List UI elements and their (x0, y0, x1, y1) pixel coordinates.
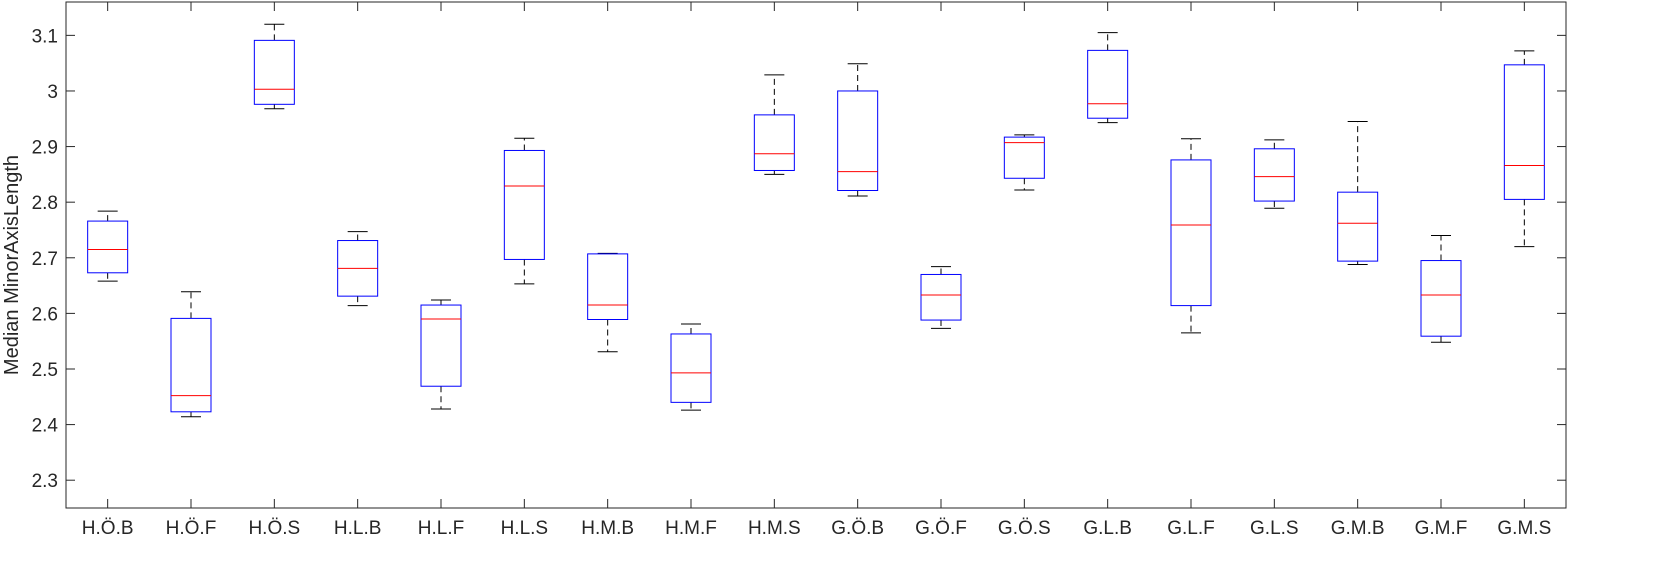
iqr-box (1087, 49, 1129, 119)
y-tick-label: 2.3 (32, 471, 58, 492)
box-group (1420, 235, 1462, 343)
ticks-layer: 2.3 2.4 2.5 2.6 2.7 2.8 2.9 3 3.1 H.Ö.B H.Ö.F H.Ö.S… (32, 2, 1566, 539)
x-tick-label: H.M.B (581, 518, 634, 539)
box-group (420, 299, 462, 410)
box-group (1170, 138, 1212, 334)
x-tick-label: H.L.B (334, 518, 382, 539)
x-tick-label: G.L.F (1167, 518, 1215, 539)
box-group (337, 231, 379, 307)
box-group (920, 266, 962, 329)
x-tick-label: G.Ö.B (831, 518, 884, 539)
x-tick-label: H.Ö.F (166, 518, 217, 539)
box-group (1337, 121, 1379, 265)
box-group (837, 63, 879, 197)
x-tick-label: H.Ö.S (248, 518, 300, 539)
x-tick-label: H.M.F (665, 518, 717, 539)
iqr-box (1503, 64, 1545, 200)
y-tick-label: 2.5 (32, 360, 58, 381)
box-group (1003, 134, 1045, 191)
iqr-box (503, 149, 545, 260)
box-group (1087, 32, 1129, 124)
iqr-box (920, 273, 962, 321)
box-group (503, 137, 545, 285)
x-tick-label: H.M.S (748, 518, 801, 539)
y-tick-label: 2.6 (32, 304, 58, 325)
box-group (170, 291, 212, 418)
iqr-box (587, 253, 629, 321)
box-group (753, 74, 795, 175)
box-group (253, 23, 295, 110)
x-tick-label: G.L.S (1250, 518, 1299, 539)
iqr-box (420, 304, 462, 387)
iqr-box (670, 333, 712, 403)
iqr-box (1337, 191, 1379, 262)
box-group (670, 323, 712, 411)
x-tick-label: G.M.F (1415, 518, 1468, 539)
x-tick-label: G.M.S (1497, 518, 1551, 539)
iqr-box (1170, 159, 1212, 307)
x-tick-label: H.Ö.B (82, 518, 134, 539)
iqr-box (1003, 136, 1045, 179)
box-group (1253, 139, 1295, 209)
x-tick-label: G.Ö.F (915, 518, 967, 539)
iqr-box (87, 220, 129, 274)
y-tick-label: 2.9 (32, 138, 58, 159)
iqr-box (837, 90, 879, 191)
y-tick-label: 3 (47, 82, 58, 103)
x-tick-label: G.M.B (1331, 518, 1385, 539)
y-tick-label: 3.1 (32, 26, 58, 47)
box-group (87, 210, 129, 282)
box-group (1503, 50, 1545, 248)
y-tick-label: 2.8 (32, 193, 58, 214)
iqr-box (1420, 260, 1462, 337)
axes-frame (65, 1, 1567, 509)
box-group (587, 252, 629, 353)
iqr-box (753, 114, 795, 171)
x-tick-label: H.L.S (501, 518, 549, 539)
x-tick-label: G.Ö.S (998, 518, 1051, 539)
iqr-box (1253, 148, 1295, 202)
boxes-layer (87, 23, 1545, 418)
y-tick-label: 2.7 (32, 249, 58, 270)
x-tick-label: G.L.B (1083, 518, 1132, 539)
y-axis-label: Median MinorAxisLength (1, 155, 23, 375)
x-tick-label: H.L.F (418, 518, 464, 539)
iqr-box (253, 39, 295, 105)
iqr-box (170, 317, 212, 413)
y-tick-label: 2.4 (32, 416, 59, 437)
